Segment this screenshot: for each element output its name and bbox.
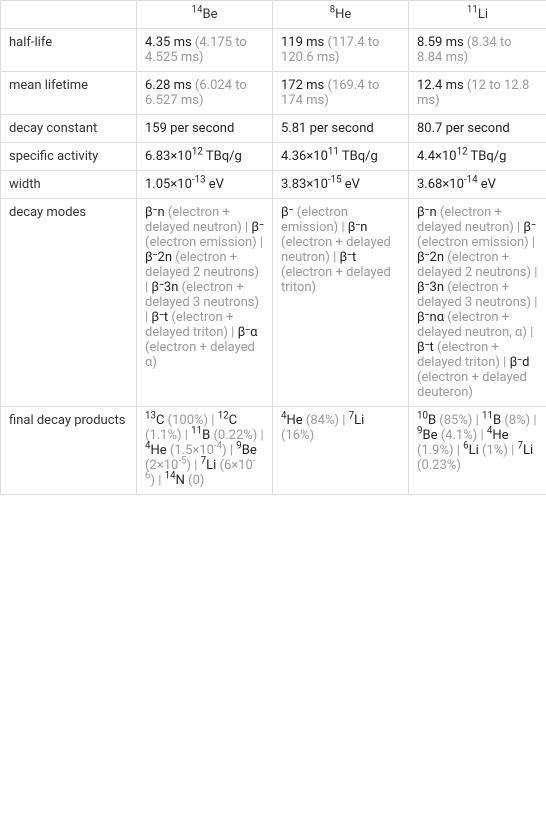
cell-specific-activity-li11: 4.4×1012 TBq/g: [409, 143, 546, 171]
cell-decay-constant-be14: 159 per second: [137, 115, 273, 143]
row-final-decay-products: final decay products 13C (100%) | 12C (1…: [1, 407, 546, 495]
cell-mean-lifetime-li11: 12.4 ms (12 to 12.8 ms): [409, 72, 546, 115]
isotope-table: 14Be 8He 11Li half-life 4.35 ms (4.175 t…: [0, 0, 546, 495]
cell-decay-modes-he8: β⁻ (electron emission) | β⁻n (electron +…: [273, 199, 409, 407]
label-final-decay-products: final decay products: [1, 407, 137, 495]
row-mean-lifetime: mean lifetime 6.28 ms (6.024 to 6.527 ms…: [1, 72, 546, 115]
cell-decay-constant-li11: 80.7 per second: [409, 115, 546, 143]
label-decay-constant: decay constant: [1, 115, 137, 143]
label-width: width: [1, 171, 137, 199]
cell-decay-constant-he8: 5.81 per second: [273, 115, 409, 143]
row-decay-modes: decay modes β⁻n (electron + delayed neut…: [1, 199, 546, 407]
cell-half-life-be14: 4.35 ms (4.175 to 4.525 ms): [137, 29, 273, 72]
label-mean-lifetime: mean lifetime: [1, 72, 137, 115]
header-li11: 11Li: [409, 1, 546, 29]
header-be14: 14Be: [137, 1, 273, 29]
cell-half-life-li11: 8.59 ms (8.34 to 8.84 ms): [409, 29, 546, 72]
cell-decay-modes-be14: β⁻n (electron + delayed neutron) | β⁻ (e…: [137, 199, 273, 407]
header-he8: 8He: [273, 1, 409, 29]
cell-width-he8: 3.83×10-15 eV: [273, 171, 409, 199]
row-half-life: half-life 4.35 ms (4.175 to 4.525 ms) 11…: [1, 29, 546, 72]
cell-final-decay-products-li11: 10B (85%) | 11B (8%) | 9Be (4.1%) | 4He …: [409, 407, 546, 495]
cell-mean-lifetime-he8: 172 ms (169.4 to 174 ms): [273, 72, 409, 115]
cell-specific-activity-he8: 4.36×1011 TBq/g: [273, 143, 409, 171]
header-empty: [1, 1, 137, 29]
label-specific-activity: specific activity: [1, 143, 137, 171]
label-half-life: half-life: [1, 29, 137, 72]
row-decay-constant: decay constant 159 per second 5.81 per s…: [1, 115, 546, 143]
row-width: width 1.05×10-13 eV 3.83×10-15 eV 3.68×1…: [1, 171, 546, 199]
cell-width-be14: 1.05×10-13 eV: [137, 171, 273, 199]
header-row: 14Be 8He 11Li: [1, 1, 546, 29]
label-decay-modes: decay modes: [1, 199, 137, 407]
cell-mean-lifetime-be14: 6.28 ms (6.024 to 6.527 ms): [137, 72, 273, 115]
cell-width-li11: 3.68×10-14 eV: [409, 171, 546, 199]
cell-final-decay-products-he8: 4He (84%) | 7Li (16%): [273, 407, 409, 495]
cell-half-life-he8: 119 ms (117.4 to 120.6 ms): [273, 29, 409, 72]
cell-specific-activity-be14: 6.83×1012 TBq/g: [137, 143, 273, 171]
cell-final-decay-products-be14: 13C (100%) | 12C (1.1%) | 11B (0.22%) | …: [137, 407, 273, 495]
cell-decay-modes-li11: β⁻n (electron + delayed neutron) | β⁻ (e…: [409, 199, 546, 407]
row-specific-activity: specific activity 6.83×1012 TBq/g 4.36×1…: [1, 143, 546, 171]
